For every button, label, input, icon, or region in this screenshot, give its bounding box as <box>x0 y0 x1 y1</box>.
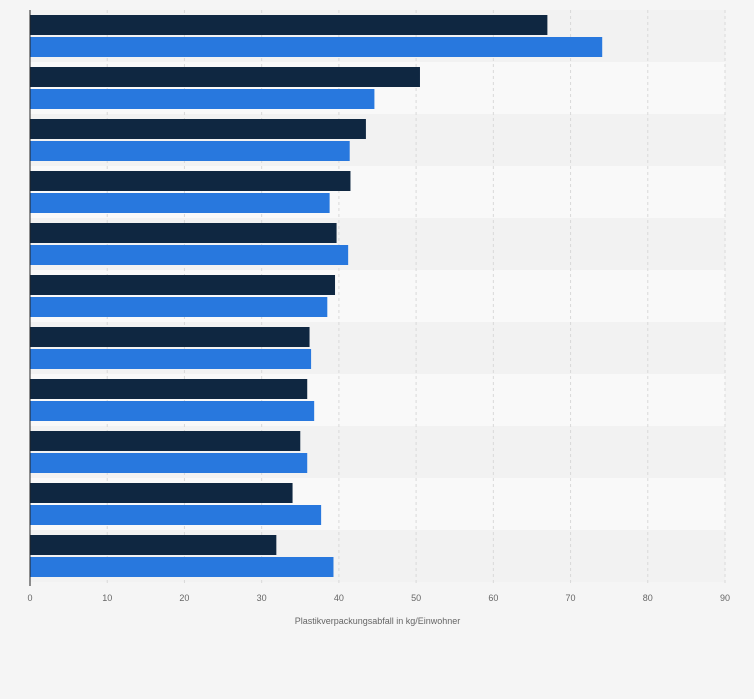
bar-series-2[interactable] <box>30 349 312 369</box>
x-tick-label: 70 <box>566 593 576 603</box>
bar-series-2[interactable] <box>30 453 308 473</box>
bar-series-1[interactable] <box>30 379 308 399</box>
bar-series-2[interactable] <box>30 89 375 109</box>
bar-series-2[interactable] <box>30 505 322 525</box>
bar-series-2[interactable] <box>30 193 330 213</box>
bar-series-1[interactable] <box>30 119 366 139</box>
bars <box>30 15 603 577</box>
x-axis-title: Plastikverpackungsabfall in kg/Einwohner <box>295 616 461 626</box>
x-tick-label: 30 <box>257 593 267 603</box>
bar-series-1[interactable] <box>30 15 548 35</box>
bar-series-1[interactable] <box>30 327 310 347</box>
x-tick-label: 50 <box>411 593 421 603</box>
bar-series-1[interactable] <box>30 535 277 555</box>
bar-series-2[interactable] <box>30 557 334 577</box>
x-tick-label: 40 <box>334 593 344 603</box>
bar-series-1[interactable] <box>30 275 336 295</box>
bar-series-1[interactable] <box>30 171 351 191</box>
x-tick-label: 90 <box>720 593 730 603</box>
bar-series-1[interactable] <box>30 67 420 87</box>
x-tick-label: 10 <box>102 593 112 603</box>
x-axis-ticks: 0 10 20 30 40 50 60 70 80 90 <box>27 593 730 603</box>
bar-series-1[interactable] <box>30 483 293 503</box>
x-tick-label: 20 <box>179 593 189 603</box>
bar-series-1[interactable] <box>30 223 337 243</box>
bar-series-1[interactable] <box>30 431 301 451</box>
bar-series-2[interactable] <box>30 297 328 317</box>
bar-series-2[interactable] <box>30 245 349 265</box>
x-tick-label: 0 <box>27 593 32 603</box>
row-bands <box>30 10 725 582</box>
bar-series-2[interactable] <box>30 401 315 421</box>
x-tick-label: 80 <box>643 593 653 603</box>
bar-series-2[interactable] <box>30 141 350 161</box>
bar-series-2[interactable] <box>30 37 603 57</box>
x-tick-label: 60 <box>488 593 498 603</box>
